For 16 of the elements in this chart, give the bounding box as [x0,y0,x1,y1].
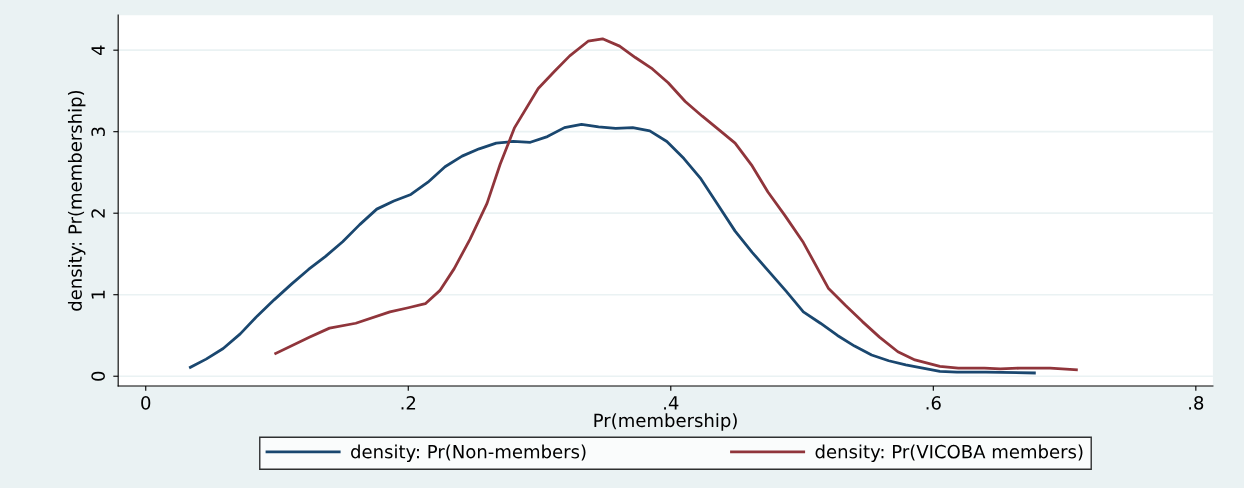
y-axis-title: density: Pr(membership) [67,90,86,311]
line-series [188,122,1036,375]
y-tick-label: 4 [91,45,105,56]
x-tick-label: .8 [1189,396,1204,410]
y-tick-label: 2 [91,209,105,218]
y-tick-label: 3 [91,127,105,137]
x-tick-label: .4 [664,396,679,410]
x-axis-title: Pr(membership) [594,413,737,431]
x-tick-label: 0 [141,396,151,410]
y-tick-label: 1 [91,290,105,299]
x-tick-label: .2 [401,396,416,410]
line-series [274,37,1078,372]
legend-label: density: Pr(VICOBA members) [815,444,1083,462]
y-tick-label: 0 [91,371,105,381]
legend-label: density: Pr(Non-members) [351,444,586,462]
x-tick-label: .6 [926,396,941,410]
